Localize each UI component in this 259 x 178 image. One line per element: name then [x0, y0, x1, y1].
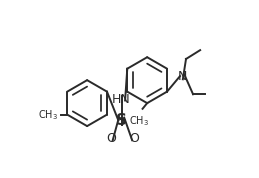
Text: CH$_3$: CH$_3$ — [129, 114, 149, 128]
Text: N: N — [178, 70, 187, 83]
Text: S: S — [116, 113, 127, 128]
Text: O: O — [129, 132, 139, 145]
Text: HN: HN — [112, 93, 131, 106]
Text: O: O — [106, 132, 116, 145]
Text: CH$_3$: CH$_3$ — [38, 108, 58, 122]
